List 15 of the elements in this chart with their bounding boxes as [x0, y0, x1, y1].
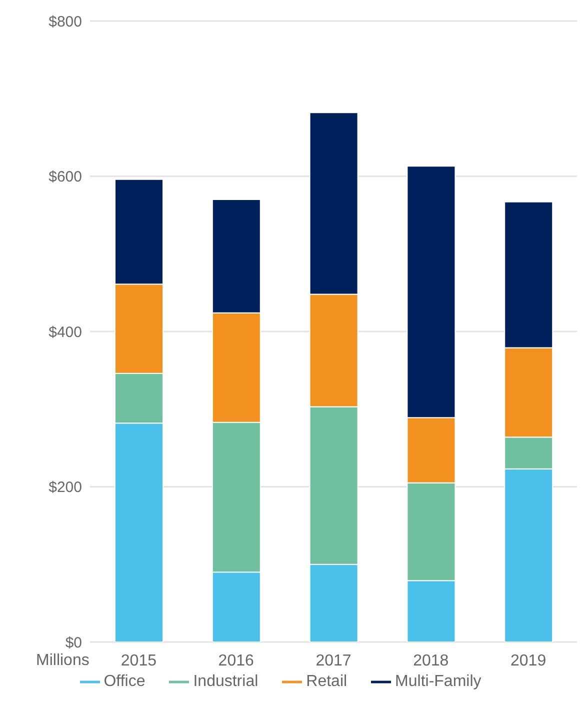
x-tick-label: 2017	[316, 652, 352, 670]
y-axis-title: Millions	[36, 652, 90, 670]
y-tick-label: $400	[48, 324, 82, 341]
y-tick-label: $800	[48, 13, 82, 30]
x-tick-label: 2015	[120, 652, 157, 670]
legend-label: Retail	[306, 673, 348, 690]
x-tick-label: 2016	[218, 652, 254, 670]
legend-label: Multi-Family	[395, 673, 482, 690]
x-tick-label: 2019	[510, 652, 546, 670]
y-tick-label: $0	[65, 634, 82, 652]
y-tick-label: $600	[48, 168, 82, 186]
y-tick-label: $200	[48, 479, 82, 496]
legend-label: Industrial	[193, 673, 258, 690]
x-tick-label: 2018	[413, 652, 449, 670]
legend-label: Office	[104, 673, 146, 690]
